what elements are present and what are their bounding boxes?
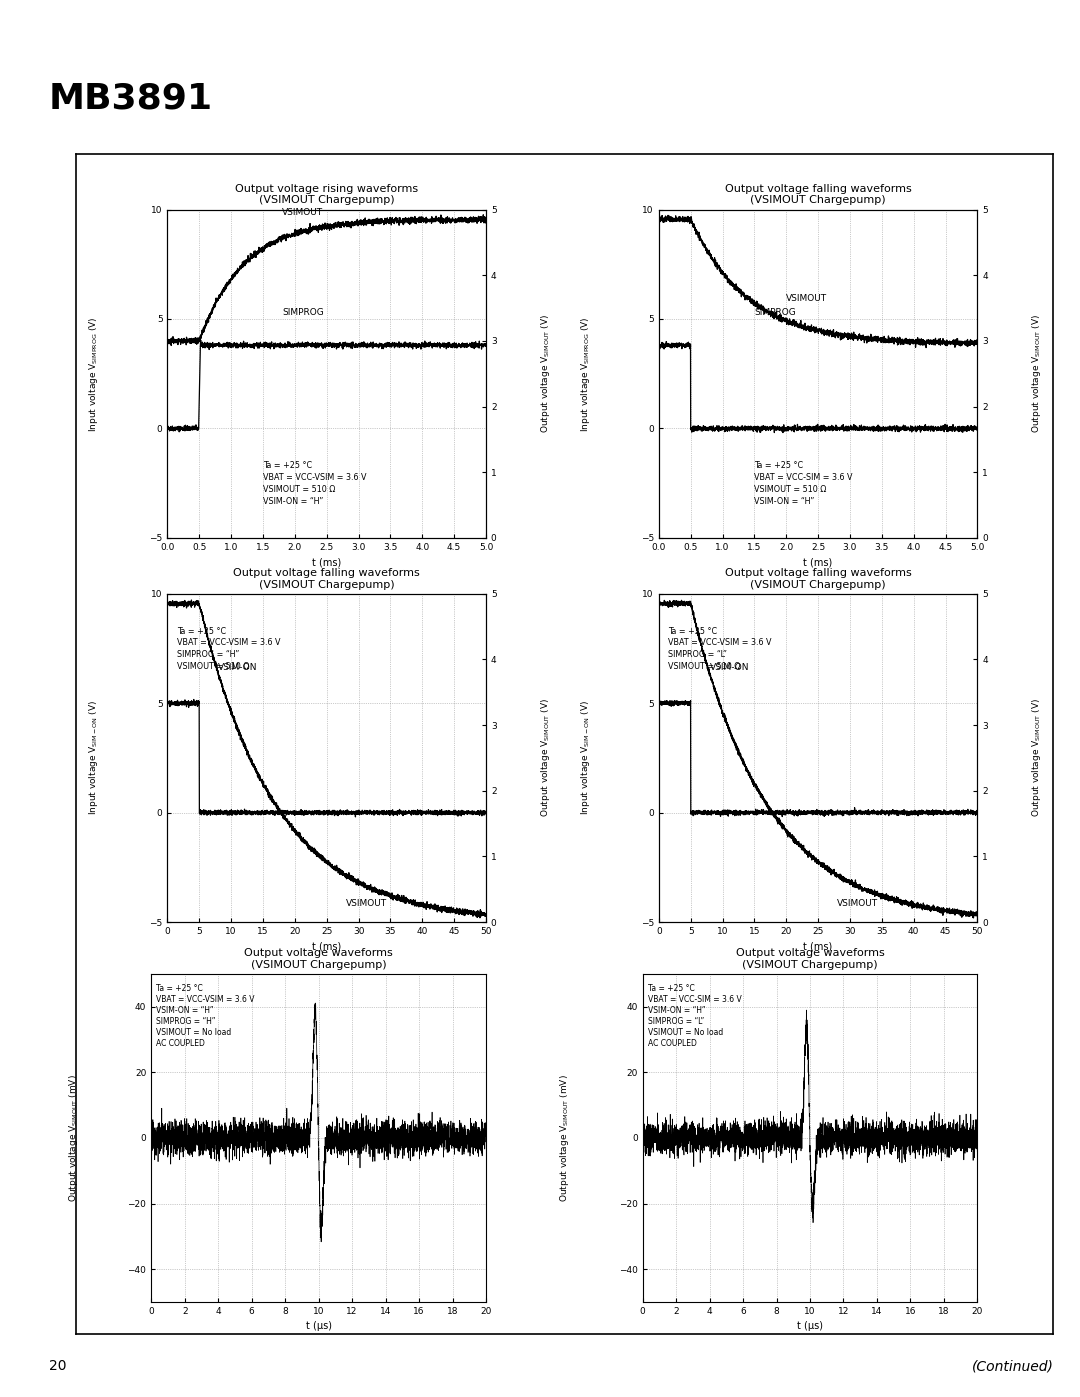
Text: 20: 20 bbox=[49, 1359, 66, 1373]
Text: Output voltage V$_\mathrm{SIMOUT}$ (V): Output voltage V$_\mathrm{SIMOUT}$ (V) bbox=[1030, 698, 1043, 817]
X-axis label: t (ms): t (ms) bbox=[312, 557, 341, 567]
Text: Output voltage V$_\mathrm{SIMOUT}$ (mV): Output voltage V$_\mathrm{SIMOUT}$ (mV) bbox=[558, 1074, 571, 1201]
Text: MB3891: MB3891 bbox=[49, 81, 213, 115]
Text: VSIM-ON: VSIM-ON bbox=[218, 664, 258, 672]
Text: VSIMOUT: VSIMOUT bbox=[837, 898, 878, 908]
Text: Ta = +25 °C
VBAT = VCC-VSIM = 3.6 V
VSIMOUT = 510 Ω
VSIM-ON = “H”: Ta = +25 °C VBAT = VCC-VSIM = 3.6 V VSIM… bbox=[264, 461, 366, 506]
Text: Input voltage V$_\mathrm{SIM-ON}$ (V): Input voltage V$_\mathrm{SIM-ON}$ (V) bbox=[87, 700, 100, 816]
X-axis label: t (μs): t (μs) bbox=[797, 1322, 823, 1331]
Text: Input voltage V$_\mathrm{SIMPROG}$ (V): Input voltage V$_\mathrm{SIMPROG}$ (V) bbox=[579, 316, 592, 432]
Text: Output voltage V$_\mathrm{SIMOUT}$ (mV): Output voltage V$_\mathrm{SIMOUT}$ (mV) bbox=[67, 1074, 80, 1201]
Text: Output voltage falling waveforms
(VSIMOUT Chargepump): Output voltage falling waveforms (VSIMOU… bbox=[233, 569, 420, 590]
Text: Output voltage V$_\mathrm{SIMOUT}$ (V): Output voltage V$_\mathrm{SIMOUT}$ (V) bbox=[539, 698, 552, 817]
Text: SIMPROG: SIMPROG bbox=[282, 307, 324, 317]
Text: Input voltage V$_\mathrm{SIMPROG}$ (V): Input voltage V$_\mathrm{SIMPROG}$ (V) bbox=[87, 316, 100, 432]
Text: Output voltage waveforms
(VSIMOUT Chargepump): Output voltage waveforms (VSIMOUT Charge… bbox=[735, 949, 885, 970]
Text: Ta = +25 °C
VBAT = VCC-SIM = 3.6 V
VSIMOUT = 510 Ω
VSIM-ON = “H”: Ta = +25 °C VBAT = VCC-SIM = 3.6 V VSIMO… bbox=[754, 461, 853, 506]
Text: Output voltage falling waveforms
(VSIMOUT Chargepump): Output voltage falling waveforms (VSIMOU… bbox=[725, 569, 912, 590]
Text: Output voltage V$_\mathrm{SIMOUT}$ (V): Output voltage V$_\mathrm{SIMOUT}$ (V) bbox=[539, 314, 552, 433]
Text: Ta = +25 °C
VBAT = VCC-VSIM = 3.6 V
VSIM-ON = “H”
SIMPROG = “H”
VSIMOUT = No loa: Ta = +25 °C VBAT = VCC-VSIM = 3.6 V VSIM… bbox=[157, 983, 255, 1048]
Text: VSIMOUT: VSIMOUT bbox=[346, 898, 387, 908]
X-axis label: t (μs): t (μs) bbox=[306, 1322, 332, 1331]
Text: Ta = +25 °C
VBAT = VCC-SIM = 3.6 V
VSIM-ON = “H”
SIMPROG = “L”
VSIMOUT = No load: Ta = +25 °C VBAT = VCC-SIM = 3.6 V VSIM-… bbox=[648, 983, 741, 1048]
Text: Input voltage V$_\mathrm{SIM-ON}$ (V): Input voltage V$_\mathrm{SIM-ON}$ (V) bbox=[579, 700, 592, 816]
X-axis label: t (ms): t (ms) bbox=[804, 942, 833, 951]
Text: (Continued): (Continued) bbox=[972, 1359, 1054, 1373]
Text: Ta = +25 °C
VBAT = VCC-VSIM = 3.6 V
SIMPROG = “H”
VSIMOUT = 510 Ω: Ta = +25 °C VBAT = VCC-VSIM = 3.6 V SIMP… bbox=[177, 627, 281, 671]
Text: Output voltage V$_\mathrm{SIMOUT}$ (V): Output voltage V$_\mathrm{SIMOUT}$ (V) bbox=[1030, 314, 1043, 433]
Text: Output voltage falling waveforms
(VSIMOUT Chargepump): Output voltage falling waveforms (VSIMOU… bbox=[725, 184, 912, 205]
Text: VSIM-ON: VSIM-ON bbox=[710, 664, 750, 672]
Text: Ta = +25 °C
VBAT = VCC-VSIM = 3.6 V
SIMPROG = “L”
VSIMOUT = 510 Ω: Ta = +25 °C VBAT = VCC-VSIM = 3.6 V SIMP… bbox=[669, 627, 772, 671]
X-axis label: t (ms): t (ms) bbox=[312, 942, 341, 951]
Text: Output voltage rising waveforms
(VSIMOUT Chargepump): Output voltage rising waveforms (VSIMOUT… bbox=[235, 184, 418, 205]
Text: VSIMOUT: VSIMOUT bbox=[282, 208, 323, 217]
X-axis label: t (ms): t (ms) bbox=[804, 557, 833, 567]
Text: VSIMOUT: VSIMOUT bbox=[786, 295, 827, 303]
Text: SIMPROG: SIMPROG bbox=[754, 307, 796, 317]
Text: Output voltage waveforms
(VSIMOUT Chargepump): Output voltage waveforms (VSIMOUT Charge… bbox=[244, 949, 393, 970]
